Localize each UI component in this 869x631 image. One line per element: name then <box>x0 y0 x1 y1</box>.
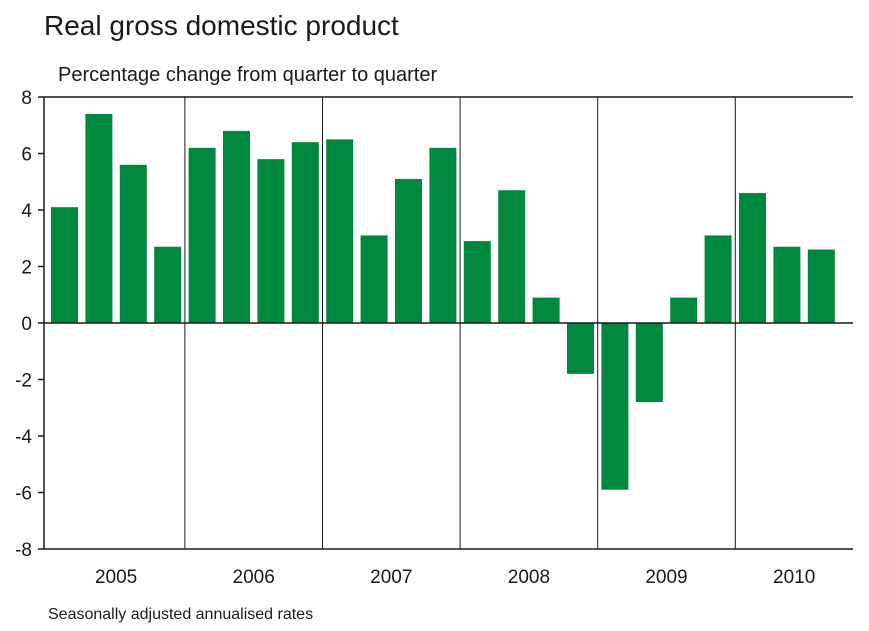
x-tick-label-2008: 2008 <box>508 567 550 588</box>
y-tick-label: -6 <box>15 484 32 505</box>
bars-group <box>51 113 835 490</box>
x-tick-label-2010: 2010 <box>773 567 815 588</box>
bar-2010-q2 <box>773 246 801 323</box>
bar-2008-q2 <box>498 190 526 323</box>
bar-2009-q4 <box>704 235 732 323</box>
bar-2008-q3 <box>532 297 560 323</box>
x-tick-label-2009: 2009 <box>645 567 687 588</box>
y-tick-labels: 8 6 4 2 0 -2 -4 -6 -8 <box>15 88 44 561</box>
x-tick-label-2006: 2006 <box>233 567 275 588</box>
bar-2007-q1 <box>326 139 354 324</box>
bar-2007-q4 <box>429 147 457 323</box>
bar-2006-q1 <box>188 147 216 323</box>
y-tick-label: 0 <box>21 314 32 335</box>
x-tick-label-2007: 2007 <box>370 567 412 588</box>
bar-2010-q3 <box>807 249 835 323</box>
bar-2005-q2 <box>85 113 113 323</box>
x-tick-label-2005: 2005 <box>95 567 137 588</box>
bar-2005-q4 <box>154 246 182 323</box>
chart-footnote: Seasonally adjusted annualised rates <box>48 606 314 623</box>
chart-title: Real gross domestic product <box>44 10 399 41</box>
y-tick-label: -8 <box>15 540 32 561</box>
chart-subtitle: Percentage change from quarter to quarte… <box>58 64 438 86</box>
y-tick-label: 6 <box>21 145 32 166</box>
y-tick-label: 8 <box>21 88 32 109</box>
bar-2008-q1 <box>463 241 491 323</box>
y-tick-label: 4 <box>21 201 32 222</box>
bar-2007-q3 <box>395 178 422 323</box>
bar-2009-q3 <box>670 297 698 323</box>
bar-2006-q4 <box>291 142 319 323</box>
bar-2010-q1 <box>739 193 766 323</box>
bar-2008-q4 <box>567 323 594 374</box>
y-tick-label: -4 <box>15 427 32 448</box>
y-tick-label: 2 <box>21 258 32 279</box>
bar-2005-q1 <box>51 207 78 323</box>
bar-2009-q2 <box>635 323 663 403</box>
bar-2005-q3 <box>119 164 147 323</box>
x-tick-labels: 2005 2006 2007 2008 2009 2010 <box>95 567 815 588</box>
bar-2006-q2 <box>223 130 250 323</box>
bar-2009-q1 <box>601 323 629 490</box>
bar-2006-q3 <box>257 159 285 323</box>
y-tick-label: -2 <box>15 371 32 392</box>
bar-2007-q2 <box>360 235 388 323</box>
